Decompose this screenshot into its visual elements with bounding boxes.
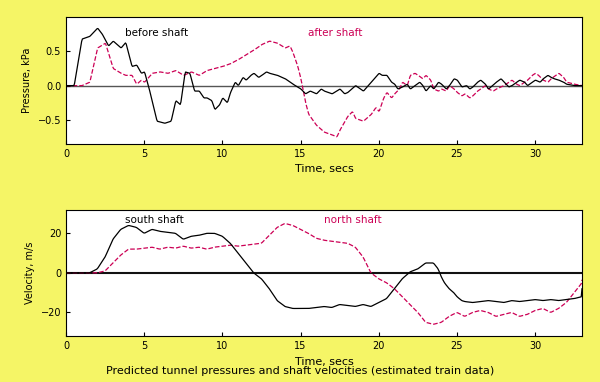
Text: north shaft: north shaft xyxy=(324,215,382,225)
X-axis label: Time, secs: Time, secs xyxy=(295,356,353,367)
Text: after shaft: after shaft xyxy=(308,28,363,38)
Y-axis label: Velocity, m/s: Velocity, m/s xyxy=(25,242,35,304)
Y-axis label: Pressure, kPa: Pressure, kPa xyxy=(22,48,32,113)
Text: south shaft: south shaft xyxy=(125,215,184,225)
X-axis label: Time, secs: Time, secs xyxy=(295,164,353,174)
Text: before shaft: before shaft xyxy=(125,28,188,38)
Text: Predicted tunnel pressures and shaft velocities (estimated train data): Predicted tunnel pressures and shaft vel… xyxy=(106,366,494,376)
